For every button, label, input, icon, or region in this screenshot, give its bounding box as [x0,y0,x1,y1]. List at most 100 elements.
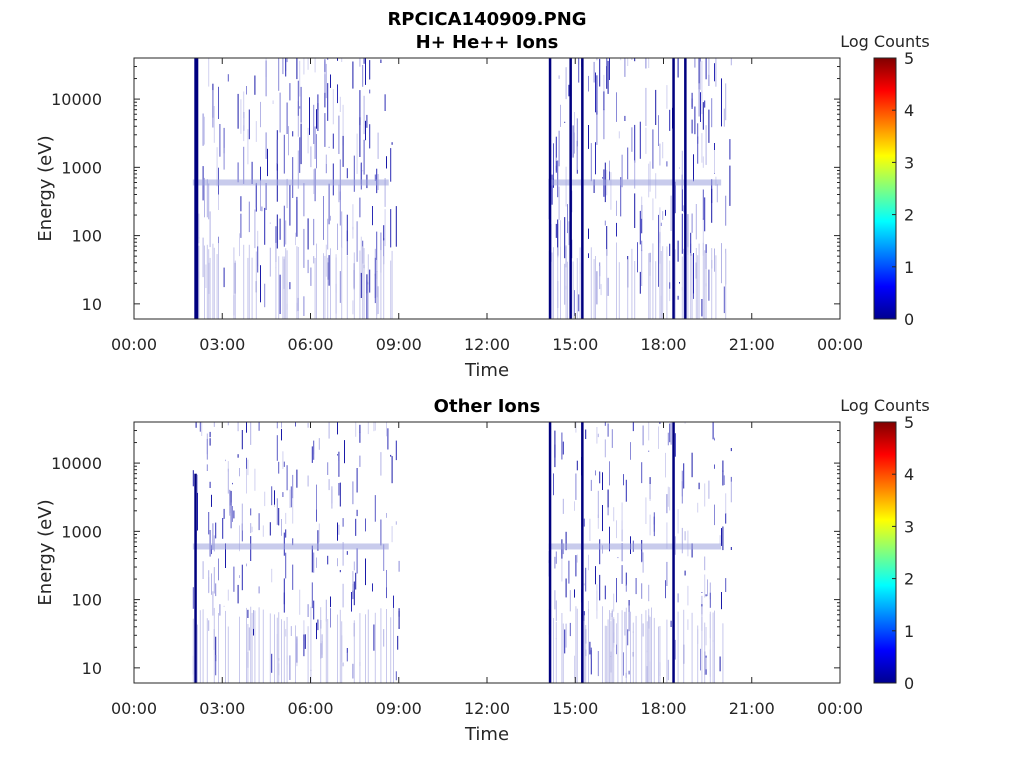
spectrogram-cell [290,486,292,508]
spectrogram-cell [325,244,327,277]
spectrogram-cell [714,504,715,526]
spectrogram-cell [719,656,721,672]
spectrogram-cell [363,58,365,64]
spectrogram-cell [327,218,329,250]
spectrogram-cell [317,94,319,131]
spectrogram-cell [303,183,305,217]
spectrogram-cell [380,608,382,683]
spectrogram-channel [194,58,197,319]
spectrogram-cell [618,131,620,139]
spectrogram-cell [241,564,243,591]
spectrogram-cell [628,605,630,632]
spectrogram-cell [658,250,659,287]
spectrogram-cell [314,58,316,73]
spectrogram-cell [359,117,361,157]
x-tick-label: 00:00 [111,335,157,354]
spectrogram-cell [641,540,643,562]
spectrogram-cell [669,260,671,302]
spectrogram-cell [307,604,309,617]
spectrogram-cell [369,89,371,94]
spectrogram-cell [553,247,554,319]
spectrogram-cell [353,561,355,571]
spectrogram-cell [346,551,348,555]
spectrogram-cell [698,243,700,319]
spectrogram-cell [338,115,340,154]
spectrogram-cell [248,109,250,140]
spectrogram-cell [683,463,685,489]
spectrogram-cell [279,274,281,314]
spectrogram-cell [595,72,596,113]
spectrogram-cell [243,244,245,319]
spectrogram-cell [597,651,599,677]
spectrogram-cell [632,422,634,432]
spectrogram-cell [561,558,563,582]
spectrogram-cell [269,222,271,224]
spectrogram-cell [722,623,724,683]
spectrogram-cell [697,625,699,683]
spectrogram-cell [239,233,240,257]
spectrogram-cell [674,249,676,319]
spectrogram-cell [292,538,294,546]
spectrogram-cell [223,127,225,154]
x-tick-label: 09:00 [376,699,422,718]
panel-title: H+ He++ Ions [416,32,559,53]
spectrogram-cell [557,247,559,319]
spectrogram-cell [658,426,659,449]
spectrogram-cell [674,639,676,660]
spectrogram-cell [681,527,683,554]
spectrogram-cell [630,442,631,460]
spectrogram-cell [209,211,211,248]
spectrogram-cell [599,266,601,290]
y-axis: 10 100 1000 10000 [51,421,840,678]
spectrogram-cell [199,422,201,432]
spectrogram-cell [583,583,585,586]
spectrogram-cell [390,454,392,457]
spectrogram-cell [258,607,260,683]
spectrogram-cell [296,246,298,319]
spectrogram-cell [641,462,643,484]
spectrogram-cell [278,508,280,526]
spectrogram-cell [722,526,724,551]
spectrogram-cell [660,251,662,319]
spectrogram-cell [213,106,215,143]
spectrogram-cell [247,459,249,476]
spectrogram-cell [722,470,724,486]
spectrogram-cell [649,161,651,192]
spectrogram-cell [338,460,340,476]
spectrogram-cell [297,150,299,189]
spectrogram-cell [395,206,397,247]
spectrogram-cell [709,592,711,608]
spectrogram-cell [730,476,732,482]
spectrogram-cell [715,255,717,319]
spectrogram-cell [704,556,706,571]
spectrogram-cell [297,80,299,116]
spectrogram-cell [555,551,557,564]
spectrogram-cell [369,124,371,149]
spectrogram-cell [251,612,253,683]
spectrogram-cell [604,220,606,226]
spectrogram-cell [730,448,732,452]
spectrogram-cell [376,231,378,272]
spectrogram-cell [623,652,624,676]
spectrogram-cell [360,163,362,190]
spectrogram-cell [395,440,397,461]
spectrogram-cell [698,58,700,90]
spectrogram-cell [560,220,561,255]
spectrogram-cell [704,574,706,598]
spectrogram-cell [386,513,387,518]
spectrogram-cell [337,558,338,567]
spectrogram-cell [593,179,595,193]
spectrogram-cell [384,94,386,111]
spectrogram-cell [590,247,592,319]
spectrogram-cell [278,612,280,683]
spectrogram-cell [613,507,615,522]
spectrogram-cell [255,251,257,319]
colorbar-tick-label: 4 [904,465,914,484]
spectrogram-cell [677,593,679,603]
spectrogram-cell [603,91,605,111]
x-tick-label: 18:00 [640,699,686,718]
spectrogram-cell [700,648,701,671]
spectrogram-cell [596,427,598,444]
colorbar-tick-label: 0 [904,310,914,329]
spectrogram-cell [645,497,647,524]
